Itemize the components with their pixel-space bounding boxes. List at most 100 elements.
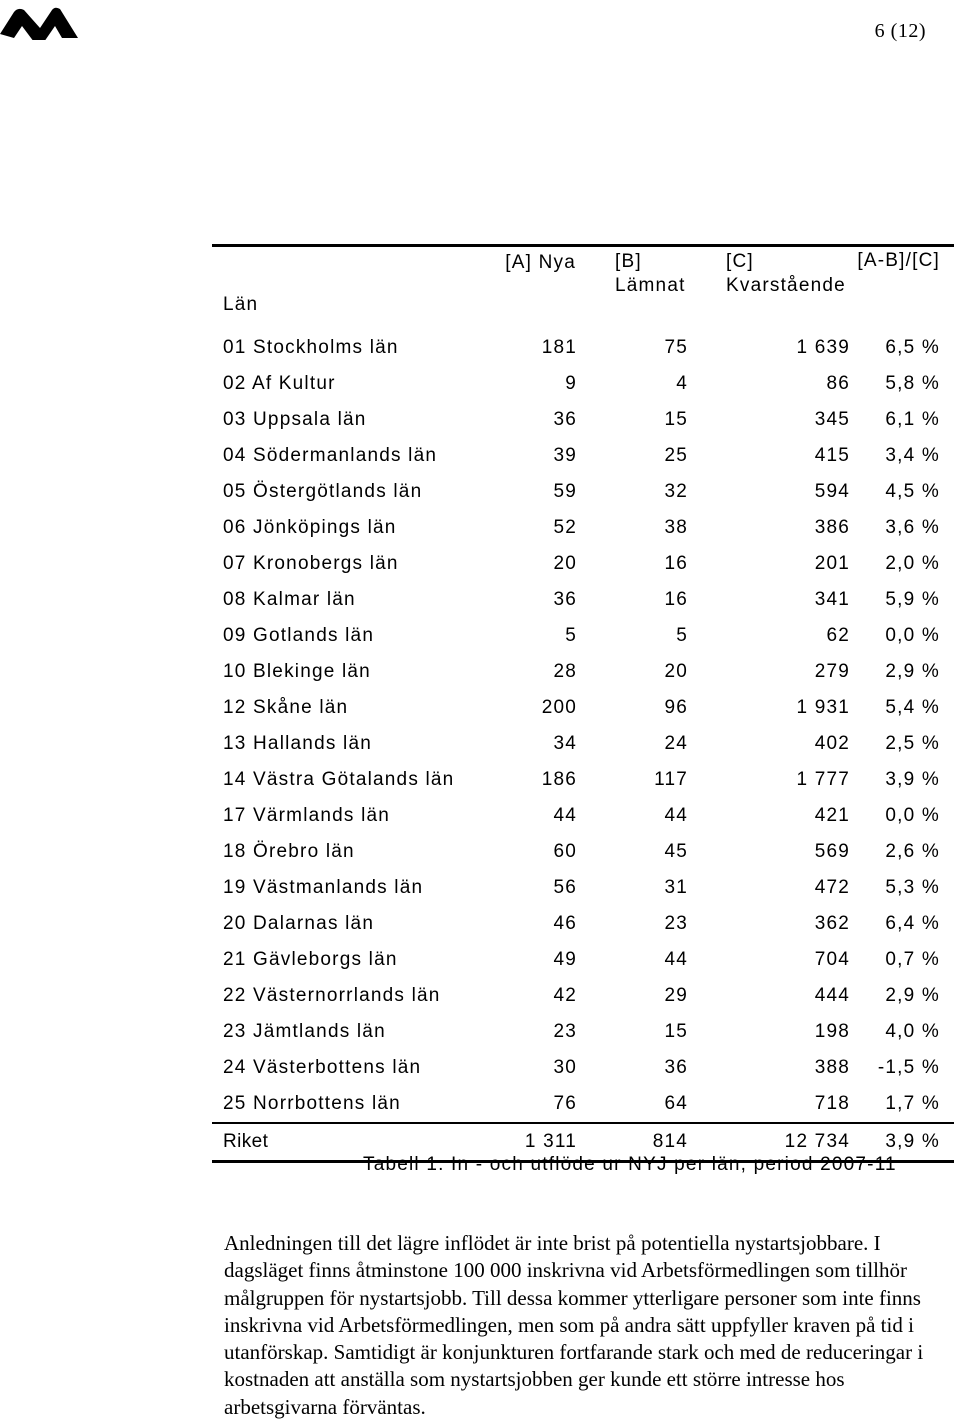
row-nya: 9 <box>565 373 577 394</box>
row-nya: 42 <box>553 985 577 1006</box>
row-ratio: 6,5 % <box>885 337 940 358</box>
row-lamnat: 25 <box>664 445 688 466</box>
row-lamnat: 20 <box>664 661 688 682</box>
row-kvarstaende: 198 <box>814 1021 850 1042</box>
row-ratio: 2,6 % <box>885 841 940 862</box>
row-name: 05 Östergötlands län <box>223 481 423 502</box>
row-ratio: 6,4 % <box>885 913 940 934</box>
total-nya: 1 311 <box>524 1131 577 1152</box>
row-ratio: 6,1 % <box>885 409 940 430</box>
statistics-table: Län [A] Nya [B] Lämnat [C] Kvarstående [… <box>212 247 954 1122</box>
table-top-rule <box>212 244 954 247</box>
row-name: 20 Dalarnas län <box>223 913 375 934</box>
table-body: 01 Stockholms län 181 75 1 639 6,5 % 02 Af Ku… <box>212 330 954 1122</box>
data-table: Län [A] Nya [B] Lämnat [C] Kvarstående [… <box>212 244 954 1163</box>
row-kvarstaende: 201 <box>814 553 850 574</box>
table-row: 12 Skåne län 200 96 1 931 5,4 % <box>212 690 954 726</box>
table-row: 06 Jönköpings län 52 38 386 3,6 % <box>212 510 954 546</box>
row-lamnat: 75 <box>664 337 688 358</box>
table-row: 09 Gotlands län 5 5 62 0,0 % <box>212 618 954 654</box>
row-nya: 36 <box>553 589 577 610</box>
row-nya: 49 <box>553 949 577 970</box>
row-ratio: 5,9 % <box>885 589 940 610</box>
row-nya: 186 <box>541 769 577 790</box>
row-ratio: -1,5 % <box>877 1057 940 1078</box>
row-lamnat: 29 <box>664 985 688 1006</box>
header-lan: Län <box>223 294 259 315</box>
row-ratio: 3,9 % <box>885 769 940 790</box>
row-nya: 23 <box>553 1021 577 1042</box>
body-paragraph: Anledningen till det lägre inflödet är i… <box>224 1231 924 1419</box>
row-name: 02 Af Kultur <box>223 373 336 394</box>
header-lamnat-code: [B] <box>615 251 642 272</box>
header-lamnat-label: Lämnat <box>615 275 686 296</box>
row-nya: 34 <box>553 733 577 754</box>
row-name: 24 Västerbottens län <box>223 1057 422 1078</box>
row-lamnat: 64 <box>664 1093 688 1114</box>
table-row: 10 Blekinge län 28 20 279 2,9 % <box>212 654 954 690</box>
table-row: 14 Västra Götalands län 186 117 1 777 3,9 % <box>212 762 954 798</box>
row-kvarstaende: 1 931 <box>796 697 850 718</box>
row-ratio: 3,4 % <box>885 445 940 466</box>
row-ratio: 0,0 % <box>885 805 940 826</box>
header-kvarstaende-label: Kvarstående <box>726 275 846 296</box>
row-kvarstaende: 472 <box>814 877 850 898</box>
table-row: 03 Uppsala län 36 15 345 6,1 % <box>212 402 954 438</box>
row-kvarstaende: 62 <box>826 625 850 646</box>
row-name: 07 Kronobergs län <box>223 553 399 574</box>
row-name: 09 Gotlands län <box>223 625 375 646</box>
total-kvarstaende: 12 734 <box>784 1131 850 1152</box>
table-row: 07 Kronobergs län 20 16 201 2,0 % <box>212 546 954 582</box>
table-row: 23 Jämtlands län 23 15 198 4,0 % <box>212 1014 954 1050</box>
row-nya: 181 <box>541 337 577 358</box>
row-nya: 46 <box>553 913 577 934</box>
row-lamnat: 15 <box>664 1021 688 1042</box>
row-name: 18 Örebro län <box>223 841 355 862</box>
header-lamnat: [B] Lämnat <box>593 247 704 318</box>
row-lamnat: 4 <box>676 373 688 394</box>
table-row: 13 Hallands län 34 24 402 2,5 % <box>212 726 954 762</box>
row-name: 01 Stockholms län <box>223 337 399 358</box>
row-nya: 60 <box>553 841 577 862</box>
table-row: 17 Värmlands län 44 44 421 0,0 % <box>212 798 954 834</box>
row-ratio: 5,8 % <box>885 373 940 394</box>
header-kvarstaende-code: [C] <box>726 251 754 272</box>
row-lamnat: 44 <box>664 949 688 970</box>
row-ratio: 3,6 % <box>885 517 940 538</box>
row-kvarstaende: 444 <box>814 985 850 1006</box>
row-kvarstaende: 415 <box>814 445 850 466</box>
row-lamnat: 38 <box>664 517 688 538</box>
row-kvarstaende: 386 <box>814 517 850 538</box>
table-row: 25 Norrbottens län 76 64 718 1,7 % <box>212 1086 954 1122</box>
row-nya: 52 <box>553 517 577 538</box>
row-name: 25 Norrbottens län <box>223 1093 401 1114</box>
row-kvarstaende: 279 <box>814 661 850 682</box>
row-lamnat: 31 <box>664 877 688 898</box>
table-row: 22 Västernorrlands län 42 29 444 2,9 % <box>212 978 954 1014</box>
row-nya: 36 <box>553 409 577 430</box>
table-row: 20 Dalarnas län 46 23 362 6,4 % <box>212 906 954 942</box>
row-kvarstaende: 362 <box>814 913 850 934</box>
row-nya: 39 <box>553 445 577 466</box>
row-kvarstaende: 718 <box>814 1093 850 1114</box>
row-ratio: 4,0 % <box>885 1021 940 1042</box>
row-ratio: 0,0 % <box>885 625 940 646</box>
row-kvarstaende: 421 <box>814 805 850 826</box>
row-nya: 76 <box>553 1093 577 1114</box>
total-row: Riket 1 311 814 12 734 3,9 % <box>212 1124 954 1160</box>
total-table: Riket 1 311 814 12 734 3,9 % <box>212 1124 954 1160</box>
row-lamnat: 36 <box>664 1057 688 1078</box>
row-name: 13 Hallands län <box>223 733 372 754</box>
table-row: 04 Södermanlands län 39 25 415 3,4 % <box>212 438 954 474</box>
row-nya: 28 <box>553 661 577 682</box>
row-kvarstaende: 569 <box>814 841 850 862</box>
row-name: 08 Kalmar län <box>223 589 356 610</box>
row-lamnat: 23 <box>664 913 688 934</box>
row-kvarstaende: 86 <box>826 373 850 394</box>
row-nya: 44 <box>553 805 577 826</box>
row-ratio: 2,9 % <box>885 985 940 1006</box>
row-name: 06 Jönköpings län <box>223 517 397 538</box>
row-lamnat: 45 <box>664 841 688 862</box>
row-name: 10 Blekinge län <box>223 661 371 682</box>
row-name: 21 Gävleborgs län <box>223 949 398 970</box>
